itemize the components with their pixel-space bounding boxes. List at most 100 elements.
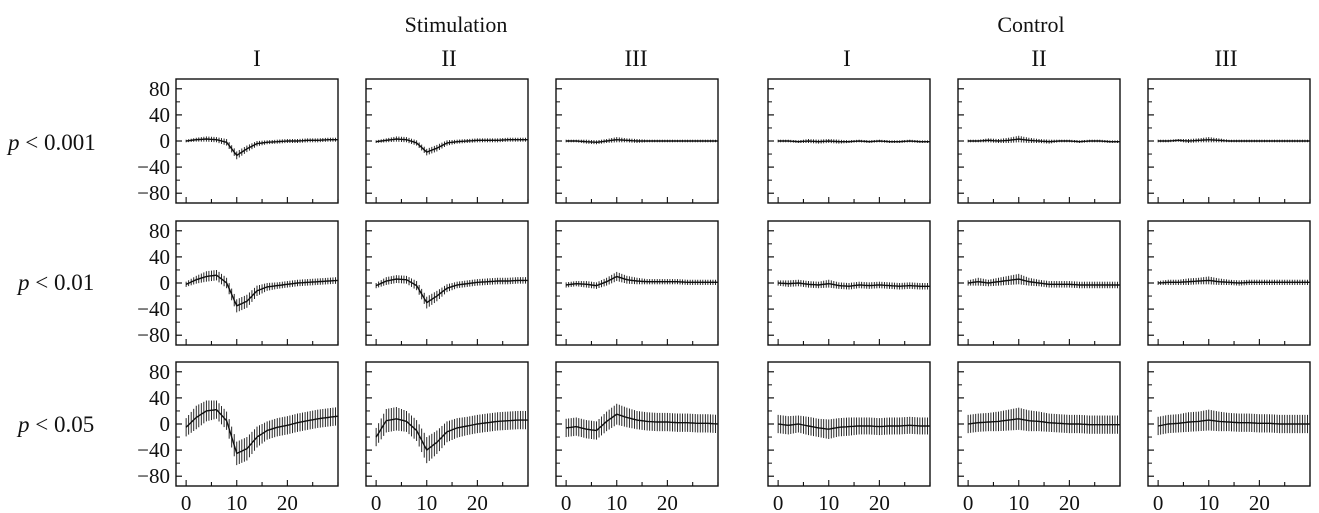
y-tick-label: 40: [149, 103, 170, 127]
mean-trace: [375, 278, 528, 304]
x-tick-label: 20: [657, 491, 678, 513]
panel-r2-c3: 0 10 20: [767, 361, 931, 513]
row-label-p05: p < 0.05: [16, 412, 94, 437]
panel-r2-c1: 0 10 20: [365, 361, 529, 513]
panel-frame: [365, 220, 529, 346]
mean-trace: [566, 413, 719, 432]
x-tick-label: 0: [371, 491, 382, 513]
x-tick-label: 10: [1008, 491, 1029, 513]
x-tick-label: 20: [1059, 491, 1080, 513]
panel-r0-c2: [555, 78, 719, 204]
mean-trace: [778, 423, 930, 430]
y-tick-label: 80: [149, 360, 170, 384]
x-tick-label: 10: [606, 491, 627, 513]
panel-r0-c5: [1147, 78, 1311, 204]
error-bars: [185, 269, 339, 313]
x-tick-label: 0: [181, 491, 192, 513]
x-tick-label: 0: [963, 491, 974, 513]
panel-r0-c3: [767, 78, 931, 204]
y-tick-label: −40: [137, 155, 170, 179]
row-label-p001-rest: < 0.001: [20, 130, 96, 155]
panel-r2-c5: 0 10 20: [1147, 361, 1311, 513]
mean-trace: [566, 138, 718, 144]
column-title-stim-2: II: [441, 46, 456, 71]
row-label-p01: p < 0.01: [16, 270, 94, 295]
column-title-ctrl-3: III: [1215, 46, 1238, 71]
y-tick-label: −80: [137, 181, 170, 205]
x-tick-label: 20: [1249, 491, 1270, 513]
x-tick-label: 10: [226, 491, 247, 513]
mean-trace: [778, 140, 930, 143]
y-tick-label: −40: [137, 438, 170, 462]
row-label-p001: p < 0.001: [6, 130, 96, 155]
mean-trace: [1158, 279, 1310, 284]
mean-trace: [186, 138, 338, 157]
panel-r1-c4: [957, 220, 1121, 346]
mean-trace: [185, 408, 339, 455]
x-tick-label: 10: [818, 491, 839, 513]
y-tick-label: 80: [149, 219, 170, 243]
mean-trace: [968, 138, 1120, 143]
mean-trace: [968, 418, 1120, 426]
y-tick-label: 0: [160, 129, 171, 153]
y-tick-label: 40: [149, 245, 170, 269]
x-tick-label: 10: [1198, 491, 1219, 513]
panel-r1-c3: [767, 220, 931, 346]
y-tick-label: 0: [160, 271, 171, 295]
x-tick-label: 0: [561, 491, 572, 513]
panel-r2-c2: 0 10 20: [555, 361, 719, 513]
x-tick-label: 20: [467, 491, 488, 513]
error-bars: [375, 275, 529, 309]
panel-r0-c1: [365, 78, 529, 204]
row-label-p001-p: p: [6, 130, 20, 155]
x-tick-label: 20: [277, 491, 298, 513]
x-tick-label: 0: [773, 491, 784, 513]
mean-trace: [375, 138, 528, 153]
row-label-p05-rest: < 0.05: [30, 412, 95, 437]
error-bars: [967, 407, 1121, 434]
error-bars: [565, 271, 719, 289]
panel-r0-c4: [957, 78, 1121, 204]
mean-trace: [1158, 138, 1310, 142]
error-bars: [777, 279, 931, 290]
column-title-ctrl-2: II: [1031, 46, 1046, 71]
mean-trace: [1157, 419, 1310, 427]
mean-trace: [565, 275, 718, 287]
y-tick-label: −40: [137, 297, 170, 321]
error-bars: [565, 403, 719, 440]
error-bars: [967, 135, 1121, 144]
y-tick-label: 0: [160, 412, 171, 436]
mean-trace: [968, 278, 1120, 286]
group-title-stimulation: Stimulation: [405, 12, 508, 37]
panel-r1-c1: [365, 220, 529, 346]
x-tick-label: 0: [1153, 491, 1164, 513]
x-tick-label: 20: [869, 491, 890, 513]
error-bars: [1157, 276, 1311, 286]
column-title-stim-3: III: [625, 46, 648, 71]
y-tick-label: 40: [149, 386, 170, 410]
column-title-stim-1: I: [253, 46, 261, 71]
column-title-ctrl-1: I: [843, 46, 851, 71]
group-title-control: Control: [997, 12, 1064, 37]
mean-trace: [185, 274, 339, 307]
y-tick-label: 80: [149, 77, 170, 101]
panel-r1-c5: [1147, 220, 1311, 346]
panel-r2-c4: 0 10 20: [957, 361, 1121, 513]
y-tick-label: −80: [137, 323, 170, 347]
mean-trace: [778, 282, 930, 288]
error-bars: [375, 407, 529, 464]
y-tick-label: −80: [137, 464, 170, 488]
mean-trace: [375, 418, 528, 452]
panel-r1-c2: [555, 220, 719, 346]
error-bars: [967, 273, 1121, 289]
panel-frame: [175, 361, 339, 487]
x-tick-label: 10: [416, 491, 437, 513]
row-label-p01-rest: < 0.01: [30, 270, 95, 295]
row-label-p05-p: p: [16, 412, 30, 437]
row-label-p01-p: p: [16, 270, 30, 295]
